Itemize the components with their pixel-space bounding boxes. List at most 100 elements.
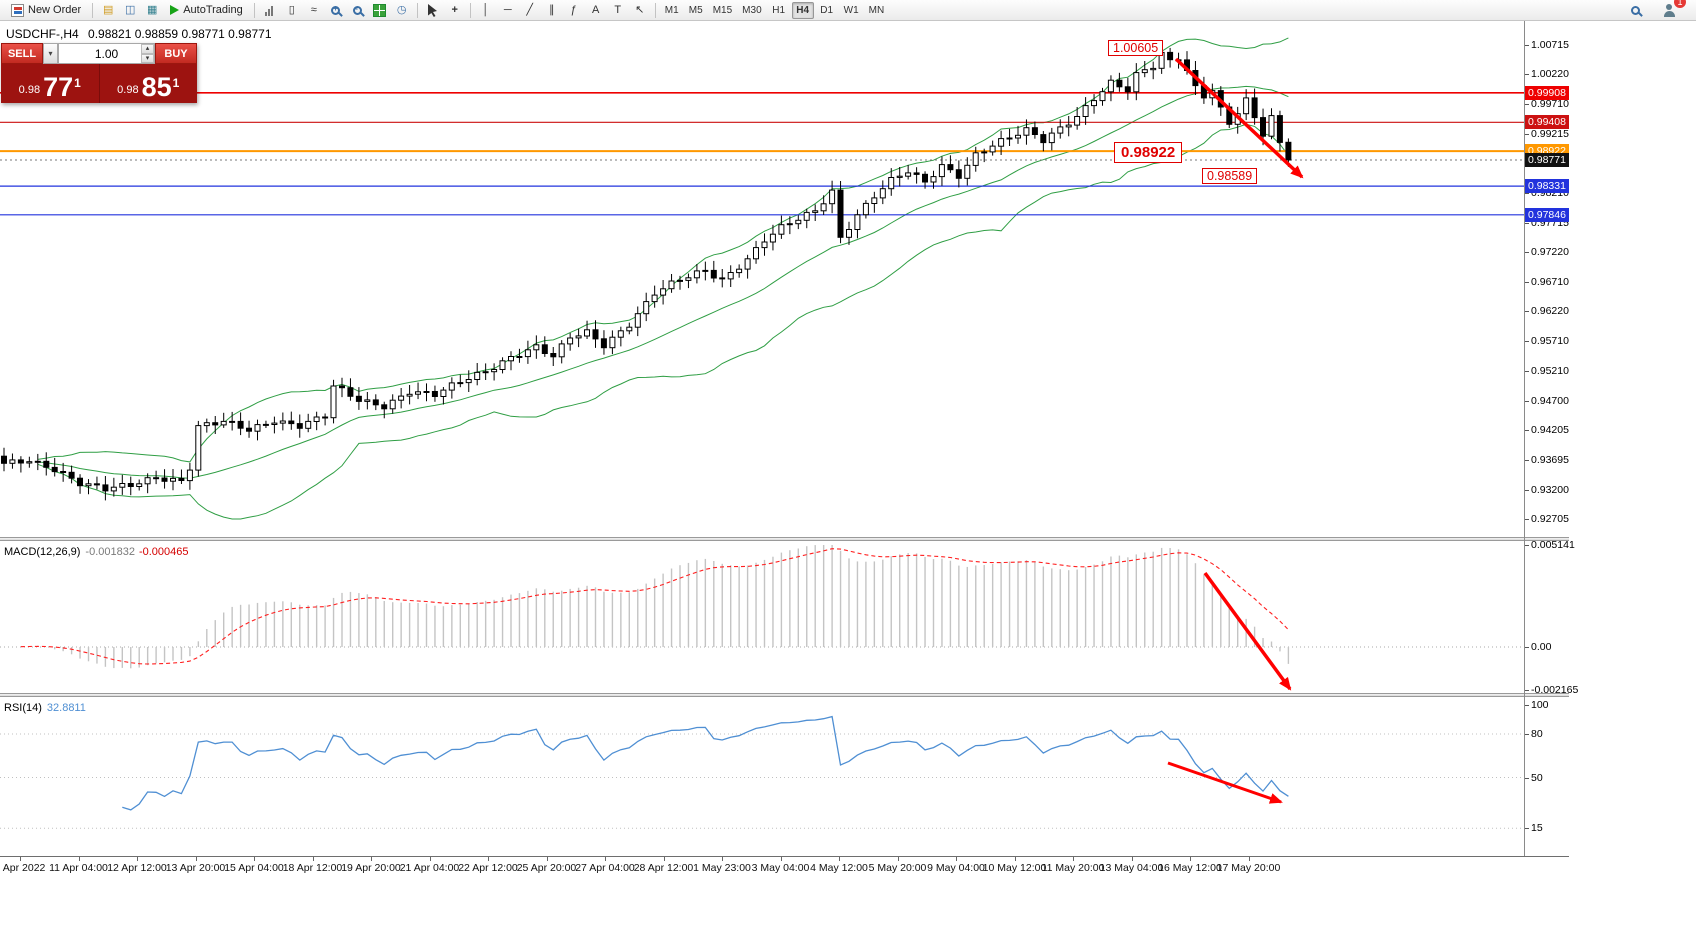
candle-chart-mode-button[interactable]: ▯ — [282, 1, 302, 19]
panel-splitter[interactable] — [0, 537, 1569, 541]
horizontal-line-tool-button[interactable]: ─ — [498, 1, 518, 19]
price-annotation-low[interactable]: 0.98589 — [1202, 168, 1258, 184]
price-annotation-level[interactable]: 0.98922 — [1114, 142, 1183, 163]
rsi-canvas[interactable] — [0, 699, 1524, 856]
label-tool-button[interactable]: T — [608, 1, 628, 19]
price-chart-panel[interactable]: USDCHF-,H4 0.98821 0.98859 0.98771 0.987… — [0, 21, 1524, 537]
macd-panel[interactable]: MACD(12,26,9) -0.001832 -0.000465 — [0, 543, 1524, 693]
time-tick-mark — [1014, 857, 1016, 861]
new-order-button[interactable]: New Order — [5, 1, 87, 19]
text-tool-icon: A — [592, 3, 600, 16]
crosshair-icon: + — [451, 3, 458, 16]
timeframe-m5-button[interactable]: M5 — [688, 4, 703, 16]
toolbar: New Order ▤ ◫ ▦ AutoTrading ▯ ≈ + - ◷ + … — [0, 0, 1696, 21]
time-axis-label: 10 May 12:00 — [982, 862, 1047, 874]
order-options-dropdown[interactable]: ▾ — [43, 43, 58, 64]
sell-button[interactable]: SELL — [1, 43, 43, 64]
timeframe-m15-button[interactable]: M15 — [712, 4, 733, 16]
macd-canvas[interactable] — [0, 543, 1524, 693]
auto-scroll-button[interactable]: ◷ — [392, 1, 412, 19]
panel-splitter[interactable] — [0, 693, 1569, 697]
autotrading-label: AutoTrading — [183, 4, 243, 16]
buy-button[interactable]: BUY — [155, 43, 197, 64]
arrows-tool-button[interactable]: ↖ — [630, 1, 650, 19]
timeframe-w1-button[interactable]: W1 — [843, 4, 859, 16]
cursor-tool-button[interactable] — [423, 1, 443, 19]
time-axis-label: 3 May 04:00 — [751, 862, 810, 874]
buy-price-fraction: 1 — [172, 76, 180, 90]
volume-input[interactable]: 1.00 ▴ ▾ — [58, 43, 155, 64]
text-tool-button[interactable]: A — [586, 1, 606, 19]
vertical-line-tool-button[interactable]: │ — [476, 1, 496, 19]
fibonacci-tool-button[interactable]: ƒ — [564, 1, 584, 19]
tile-windows-button[interactable] — [370, 1, 390, 19]
price-level-tag: 0.98331 — [1525, 179, 1569, 193]
trend-arrow[interactable] — [1167, 761, 1283, 804]
axis-tick-mark — [1525, 778, 1529, 779]
axis-tick-mark — [1525, 647, 1529, 648]
timeframe-d1-button[interactable]: D1 — [820, 4, 834, 16]
rsi-panel[interactable]: RSI(14) 32.8811 — [0, 699, 1524, 856]
macd-axis[interactable]: 0.005141 0.00 -0.002165 — [1525, 539, 1578, 696]
trend-arrow[interactable] — [1203, 571, 1292, 691]
zoom-out-button[interactable]: - — [348, 1, 368, 19]
volume-value: 1.00 — [94, 46, 119, 61]
terminal-button[interactable]: ▦ — [142, 1, 162, 19]
trendline-icon: ╱ — [526, 3, 534, 16]
sell-price-fraction: 1 — [74, 76, 81, 90]
price-tick-label: 1.00220 — [1531, 68, 1569, 80]
macd-histogram — [20, 545, 1290, 669]
zoom-out-icon: - — [353, 4, 363, 15]
timeframe-m30-button[interactable]: M30 — [742, 4, 762, 16]
bar-chart-mode-button[interactable] — [260, 1, 280, 19]
toolbar-separator — [469, 2, 471, 18]
time-tick-mark — [1073, 857, 1074, 861]
candle-chart-icon: ▯ — [288, 3, 295, 16]
buy-price[interactable]: 0.98 85 1 — [98, 64, 198, 103]
crosshair-tool-button[interactable]: + — [445, 1, 465, 19]
rsi-tick-label: 100 — [1531, 699, 1549, 711]
profiles-button[interactable]: ▤ — [98, 1, 118, 19]
bollinger-bands — [37, 37, 1289, 520]
time-tick-mark — [429, 857, 431, 861]
time-tick-mark — [897, 857, 899, 861]
vertical-line-icon: │ — [482, 3, 490, 16]
timeframe-h1-button[interactable]: H1 — [772, 4, 786, 16]
timeframe-h4-button[interactable]: H4 — [791, 1, 814, 19]
autotrading-button[interactable]: AutoTrading — [164, 1, 249, 19]
channel-tool-button[interactable]: ∥ — [542, 1, 562, 19]
buy-price-prefix: 0.98 — [117, 84, 139, 96]
rsi-axis[interactable]: 100 80 50 15 — [1525, 699, 1569, 856]
time-tick-mark — [839, 857, 840, 861]
macd-signal-value: -0.000465 — [138, 546, 189, 558]
macd-label: MACD(12,26,9) -0.001832 -0.000465 — [4, 546, 189, 558]
axis-tick-mark — [1525, 519, 1529, 520]
line-chart-mode-button[interactable]: ≈ — [304, 1, 324, 19]
account-button[interactable]: 1 — [1659, 0, 1686, 19]
timeframe-mn-button[interactable]: MN — [868, 4, 885, 16]
time-tick-mark — [1131, 857, 1133, 861]
volume-step-down[interactable]: ▾ — [141, 53, 154, 63]
bollinger-lower — [37, 123, 1289, 520]
market-watch-button[interactable]: ◫ — [120, 1, 140, 19]
price-annotation-peak[interactable]: 1.00605 — [1108, 40, 1164, 56]
price-tick-label: 0.96710 — [1531, 276, 1569, 288]
timeframe-m1-button[interactable]: M1 — [664, 4, 679, 16]
arrows-tool-icon: ↖ — [635, 3, 645, 16]
time-tick-mark — [195, 857, 197, 861]
axis-tick-mark — [1525, 545, 1529, 546]
trendline-tool-button[interactable]: ╱ — [520, 1, 540, 19]
sell-price[interactable]: 0.98 77 1 — [1, 64, 99, 103]
price-tick-label: 0.93200 — [1531, 484, 1569, 496]
price-tick-label: 0.95710 — [1531, 335, 1569, 347]
tile-windows-icon — [373, 3, 387, 17]
price-chart-canvas[interactable] — [0, 21, 1524, 537]
price-axis[interactable]: 1.007151.002200.997100.992150.987100.982… — [1525, 21, 1569, 537]
zoom-in-icon: + — [331, 4, 341, 15]
zoom-in-button[interactable]: + — [326, 1, 346, 19]
search-button[interactable] — [1625, 1, 1645, 19]
volume-step-up[interactable]: ▴ — [141, 44, 154, 54]
time-tick-mark — [956, 857, 957, 861]
trend-arrow[interactable] — [1174, 57, 1304, 179]
